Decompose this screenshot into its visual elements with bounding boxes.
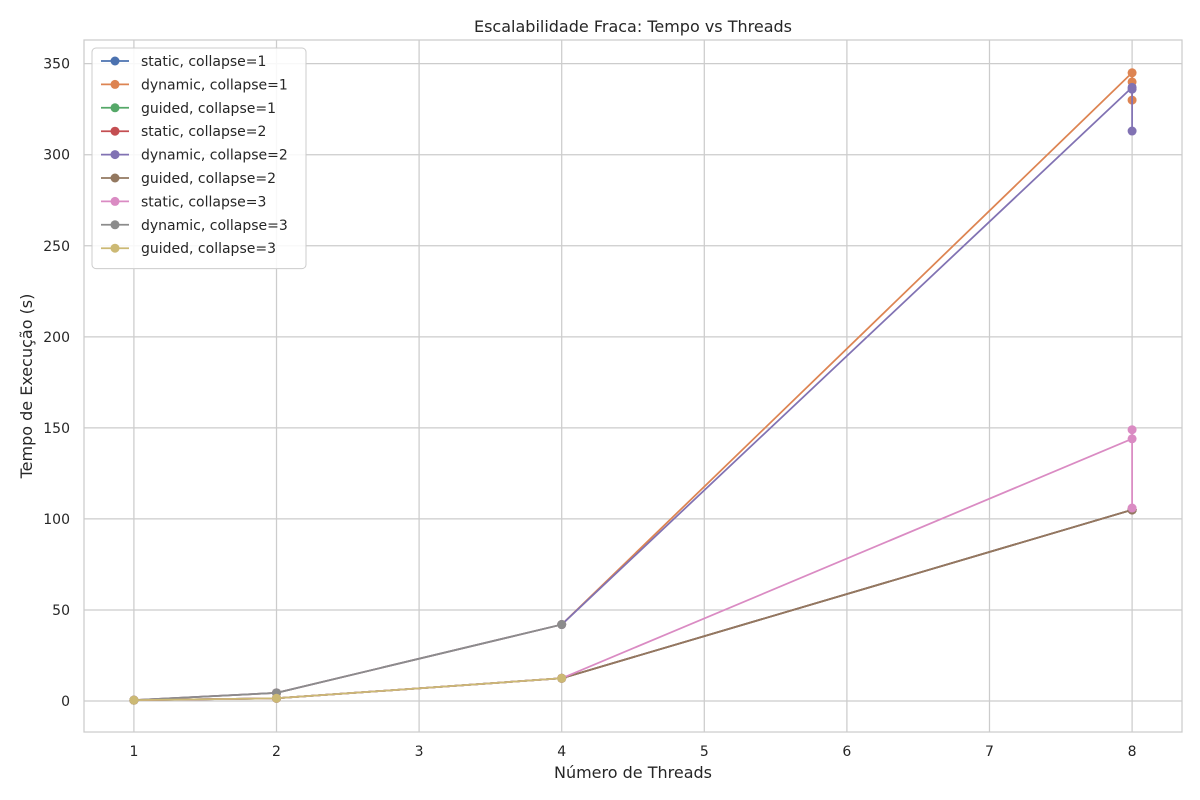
legend-label: guided, collapse=1 — [141, 101, 276, 117]
legend-item: static, collapse=1 — [101, 54, 266, 70]
legend-label: static, collapse=2 — [141, 124, 266, 140]
legend-item: guided, collapse=1 — [101, 101, 276, 117]
legend-item: static, collapse=3 — [101, 194, 266, 210]
legend-marker — [110, 56, 120, 66]
data-point — [1127, 68, 1137, 78]
legend-label: dynamic, collapse=2 — [141, 148, 288, 164]
x-tick-label: 1 — [129, 744, 138, 760]
y-tick-labels: 0 50 100 150 200 250 300 350 — [43, 57, 70, 710]
legend-marker — [110, 220, 120, 230]
data-point — [129, 695, 139, 705]
x-tick-label: 8 — [1128, 744, 1137, 760]
y-tick-label: 250 — [43, 239, 70, 255]
legend-item: guided, collapse=3 — [101, 241, 276, 257]
data-point — [1127, 434, 1137, 444]
legend-item: dynamic, collapse=3 — [101, 218, 288, 234]
legend: static, collapse=1 dynamic, collapse=1 gui… — [91, 47, 307, 270]
x-tick-label: 5 — [700, 744, 709, 760]
series-9 — [129, 673, 567, 705]
legend-label: static, collapse=1 — [141, 54, 266, 70]
y-tick-label: 50 — [52, 603, 70, 619]
legend-label: dynamic, collapse=1 — [141, 77, 288, 93]
x-tick-label: 3 — [415, 744, 424, 760]
x-tick-label: 6 — [842, 744, 851, 760]
data-point — [1127, 84, 1137, 94]
x-tick-label: 4 — [557, 744, 566, 760]
legend-marker — [110, 150, 120, 160]
y-tick-label: 0 — [61, 694, 70, 710]
x-tick-labels: 1 2 3 4 5 6 7 8 — [129, 744, 1136, 760]
legend-marker — [110, 126, 120, 136]
legend-marker — [110, 173, 120, 183]
legend-label: guided, collapse=3 — [141, 241, 276, 257]
data-point — [1127, 425, 1137, 435]
legend-label: dynamic, collapse=3 — [141, 218, 288, 234]
legend-item: static, collapse=2 — [101, 124, 266, 140]
legend-label: guided, collapse=2 — [141, 171, 276, 187]
data-point — [557, 620, 567, 630]
legend-item: dynamic, collapse=2 — [101, 148, 288, 164]
chart-title: Escalabilidade Fraca: Tempo vs Threads — [474, 17, 792, 36]
y-tick-label: 350 — [43, 57, 70, 73]
legend-box — [91, 47, 307, 270]
grid — [84, 40, 1182, 732]
legend-item: dynamic, collapse=1 — [101, 77, 288, 93]
legend-marker — [110, 79, 120, 89]
y-tick-label: 150 — [43, 421, 70, 437]
x-tick-label: 2 — [272, 744, 281, 760]
y-tick-label: 100 — [43, 512, 70, 528]
series-layer — [129, 68, 1137, 705]
y-axis-label: Tempo de Execução (s) — [17, 294, 36, 480]
y-tick-label: 200 — [43, 330, 70, 346]
data-point — [1127, 126, 1137, 136]
legend-label: static, collapse=3 — [141, 194, 266, 210]
legend-marker — [110, 243, 120, 253]
y-tick-label: 300 — [43, 148, 70, 164]
legend-item: guided, collapse=2 — [101, 171, 276, 187]
plot-frame — [83, 39, 1183, 733]
data-point — [1127, 503, 1137, 513]
legend-marker — [110, 196, 120, 206]
data-point — [557, 673, 567, 683]
x-axis-label: Número de Threads — [554, 763, 712, 782]
x-tick-label: 7 — [985, 744, 994, 760]
legend-marker — [110, 103, 120, 113]
data-point — [272, 693, 282, 703]
